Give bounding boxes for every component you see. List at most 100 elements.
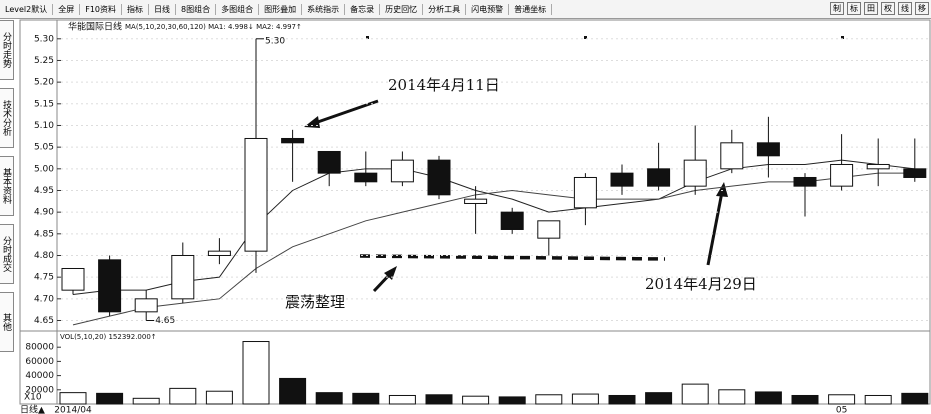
volume-bar — [498, 396, 526, 405]
candle-body — [207, 250, 231, 256]
tool-button[interactable]: 田 — [864, 2, 878, 15]
toolbar-item[interactable]: 日线 — [149, 3, 176, 15]
toolbar-item[interactable]: 分析工具 — [423, 3, 467, 15]
arrowhead — [384, 266, 397, 280]
volume-bar — [96, 392, 124, 405]
y-tick-label: 5.25 — [34, 56, 54, 66]
toolbar: Level2默认 全屏 F10资料 指标 日线 8图组合 多图组合 图形叠加 系统指示 备忘录 历史… — [0, 0, 931, 19]
volume-bar — [388, 394, 416, 405]
chart-subtitle: MA(5,10,20,30,60,120) MA1: 4.998↓ MA2: 4… — [125, 23, 302, 31]
candle-body — [720, 142, 744, 170]
marker — [584, 36, 587, 39]
toolbar-item[interactable]: 备忘录 — [345, 3, 381, 15]
volume-bar — [132, 397, 160, 405]
volume-bar — [462, 395, 490, 405]
toolbar-item[interactable]: 历史回忆 — [380, 3, 424, 15]
candle-body — [500, 211, 524, 230]
volume-bar — [718, 389, 746, 405]
candle-body — [793, 176, 817, 187]
y-tick-label: 5.00 — [34, 164, 54, 174]
annotation: 2014年4月29日 — [645, 275, 757, 293]
arrow — [706, 191, 724, 266]
x-tick-label: 05 — [836, 406, 847, 414]
footer-label: 日线▲ — [20, 404, 45, 414]
y-tick-label: 5.05 — [34, 143, 54, 153]
candle-body — [354, 172, 378, 183]
candle-body — [244, 137, 268, 252]
y-tick-label: 80000 — [25, 343, 54, 353]
side-tabs: 分时走势技术分析基本资料分时成交其他 — [0, 20, 18, 400]
volume-bar — [828, 394, 856, 405]
toolbar-item[interactable]: 指标 — [122, 3, 149, 15]
right-tools: 制标田权线移 — [830, 2, 929, 15]
volume-bar — [791, 394, 819, 405]
tool-button[interactable]: 制 — [830, 2, 844, 15]
volume-bar — [352, 392, 380, 405]
volume-bar — [169, 387, 197, 405]
candle-body — [866, 163, 890, 170]
side-tab[interactable]: 分时成交 — [0, 224, 14, 284]
candle-body — [756, 142, 780, 157]
volume-bar — [571, 393, 599, 405]
candle-body — [281, 137, 305, 144]
toolbar-item[interactable]: 系统指示 — [302, 3, 346, 15]
toolbar-item[interactable]: 8图组合 — [176, 3, 217, 15]
range-line — [359, 254, 666, 261]
extreme-label: 5.30 — [265, 36, 285, 46]
annotation: 2014年4月11日 — [388, 76, 500, 94]
volume-scale: X10 — [24, 393, 42, 403]
candle-body — [683, 159, 707, 187]
y-tick-label: 5.20 — [34, 78, 54, 88]
toolbar-item[interactable]: F10资料 — [80, 3, 122, 15]
volume-bar — [279, 377, 307, 405]
volume-bar — [681, 383, 709, 405]
y-tick-label: 60000 — [25, 357, 54, 367]
marker — [841, 36, 844, 39]
tool-button[interactable]: 线 — [898, 2, 912, 15]
side-tab[interactable]: 分时走势 — [0, 20, 14, 80]
volume-title: VOL(5,10,20) 152392.000↑ — [60, 333, 157, 341]
tool-button[interactable]: 移 — [915, 2, 929, 15]
candle-body — [573, 176, 597, 209]
candle-body — [647, 168, 671, 187]
marker — [366, 36, 369, 39]
y-tick-label: 40000 — [25, 371, 54, 381]
toolbar-item[interactable]: 多图组合 — [216, 3, 260, 15]
y-tick-label: 5.15 — [34, 99, 54, 109]
volume-bar — [59, 392, 87, 405]
y-tick-label: 4.75 — [34, 273, 54, 283]
arrow — [311, 99, 379, 126]
candle-body — [98, 259, 122, 313]
candle-body — [830, 163, 854, 187]
toolbar-item[interactable]: 普通坐标 — [509, 3, 553, 15]
ma-line — [72, 172, 915, 326]
y-tick-label: 4.70 — [34, 294, 54, 304]
volume-bar — [754, 391, 782, 405]
candle-body — [171, 254, 195, 300]
volume-bar — [425, 394, 453, 405]
candle-body — [537, 220, 561, 239]
volume-bar — [535, 394, 563, 405]
y-tick-label: 20000 — [25, 385, 54, 395]
toolbar-item[interactable]: Level2默认 — [0, 3, 54, 15]
toolbar-item[interactable]: 全屏 — [53, 3, 81, 15]
side-tab[interactable]: 基本资料 — [0, 156, 14, 216]
tool-button[interactable]: 权 — [881, 2, 895, 15]
side-tab[interactable]: 技术分析 — [0, 88, 14, 148]
ma-line — [72, 159, 915, 295]
y-tick-label: 4.80 — [34, 251, 54, 261]
side-tab[interactable]: 其他 — [0, 292, 14, 352]
y-tick-label: 4.95 — [34, 186, 54, 196]
candle-body — [317, 150, 341, 174]
y-tick-label: 5.10 — [34, 121, 54, 131]
candle-body — [464, 198, 488, 204]
toolbar-item[interactable]: 图形叠加 — [259, 3, 303, 15]
candle-body — [61, 267, 85, 291]
candle-body — [610, 172, 634, 187]
annotation: 震荡整理 — [285, 293, 345, 311]
arrowhead — [716, 182, 728, 197]
tool-button[interactable]: 标 — [847, 2, 861, 15]
extreme-label: 4.65 — [155, 316, 175, 326]
toolbar-item[interactable]: 闪电预警 — [466, 3, 510, 15]
